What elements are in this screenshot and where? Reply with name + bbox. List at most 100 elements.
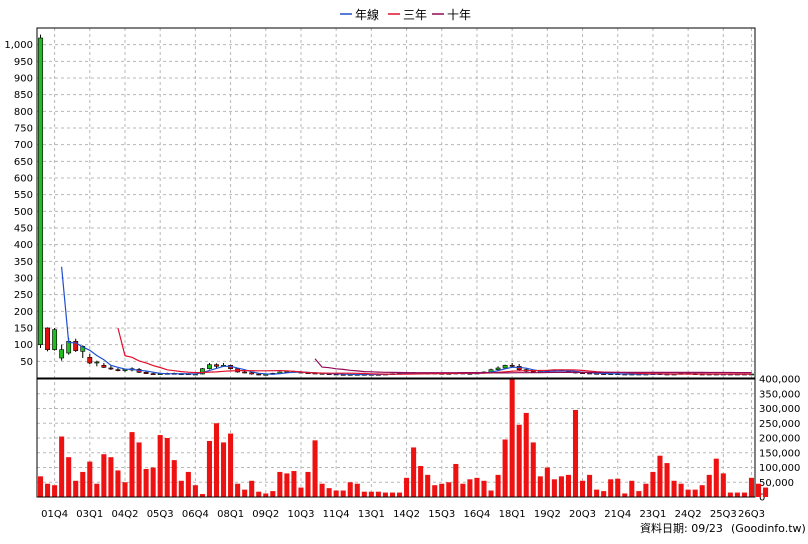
volume-bar [382,492,388,497]
volume-panel-frame [36,378,756,498]
ma-line-ten-year [314,358,752,374]
x-tick-label: 05Q3 [147,509,174,520]
volume-bar [171,460,177,497]
volume-tick-label: 400,000 [759,375,800,386]
volume-bar [87,461,93,497]
volume-bar [221,442,227,497]
candle-body [214,364,219,367]
x-tick-label: 09Q2 [252,509,279,520]
candle [45,327,50,352]
volume-bar [453,463,459,497]
volume-bar [389,492,396,497]
candle-body [101,365,107,368]
candle [207,363,212,370]
price-tick-label: 600 [14,174,33,185]
volume-tick-label: 300,000 [759,404,800,415]
candle [101,363,107,368]
x-tick-label: 06Q4 [182,509,209,520]
x-tick-label: 21Q4 [604,509,631,520]
x-axis: 01Q4 03Q1 04Q2 05Q3 06Q4 08Q1 09Q2 10Q3 11Q4 13Q1… [41,509,765,520]
candle [143,371,149,374]
candle [94,360,100,367]
volume-bar [650,471,656,497]
volume-bar [319,483,325,497]
volume-bar [164,438,170,497]
volume-bar [277,471,283,497]
volume-bar [270,491,276,497]
candle-body [45,327,50,350]
footer-source: (Goodinfo.tw) [731,522,806,535]
volume-bar [66,457,72,497]
candle [73,338,79,352]
price-tick-label: 150 [14,324,33,335]
volume-bar [748,477,755,497]
volume-bar [467,479,473,497]
price-tick-label: 650 [14,157,33,168]
x-tick-label: 08Q1 [217,509,244,520]
x-tick-label: 03Q1 [76,509,103,520]
volume-bar [763,487,769,497]
volume-bar [720,473,726,497]
price-tick-label: 50 [20,357,33,368]
volume-bar [446,482,452,497]
volume-bar [361,491,367,497]
candle-body [38,37,43,345]
volume-bar [601,491,607,497]
legend-label-annual: 年線 [355,7,379,22]
x-tick-label: 04Q2 [112,509,139,520]
price-axis: 50 100 150 200 250 300 350 400 450 500 550 600 650 70… [4,40,33,368]
volume-bar [411,447,417,497]
volume-bar [537,476,543,497]
volume-bar [150,467,156,497]
volume-bar [713,458,719,497]
candle-body [52,329,58,350]
volume-bar [199,494,205,497]
price-tick-label: 850 [14,90,33,101]
x-tick-label: 10Q3 [287,509,314,520]
grid [37,28,755,497]
candle-body [87,357,93,364]
volume-bar [565,474,571,497]
x-tick-label: 11Q4 [323,509,350,520]
volume-bar [460,483,466,497]
volume-bar [242,489,248,497]
price-tick-label: 750 [14,124,33,135]
price-tick-label: 700 [14,140,33,151]
candle [115,368,121,372]
volume-bar [516,424,522,497]
price-tick-label: 550 [14,190,33,201]
volume-bar [551,479,557,497]
volume-bar [439,483,445,497]
volume-bar [572,409,579,497]
volume-bar [425,474,431,497]
candle-body [108,367,114,370]
price-tick-label: 350 [14,257,33,268]
x-tick-label: 13Q1 [358,509,385,520]
candle [87,354,93,364]
candle [108,365,114,370]
price-tick-label: 450 [14,224,33,235]
volume-bar [129,432,135,497]
volume-bar [326,488,332,497]
volume-bar [558,476,564,497]
volume-bar [544,467,550,497]
chart-frame [36,27,756,498]
volume-bar [235,483,241,497]
volume-bar [418,466,424,497]
volume-tick-label: 0 [759,493,765,504]
volume-bar [291,471,297,497]
x-tick-label: 15Q3 [428,509,455,520]
candle-body [143,372,149,374]
ma-line-three-year [117,327,752,375]
volume-bar [37,476,44,497]
volume-bar [136,442,142,497]
volume-bar [340,490,346,497]
volume-axis: 0 50,000 100,000 150,000 200,000 250,000 300,0… [759,375,800,504]
volume-bar [622,493,628,497]
ma-line-annual [61,266,752,376]
candle-body [256,373,262,376]
price-panel-frame [36,27,756,379]
volume-tick-label: 100,000 [759,463,800,474]
x-tick-label: 01Q4 [41,509,68,520]
